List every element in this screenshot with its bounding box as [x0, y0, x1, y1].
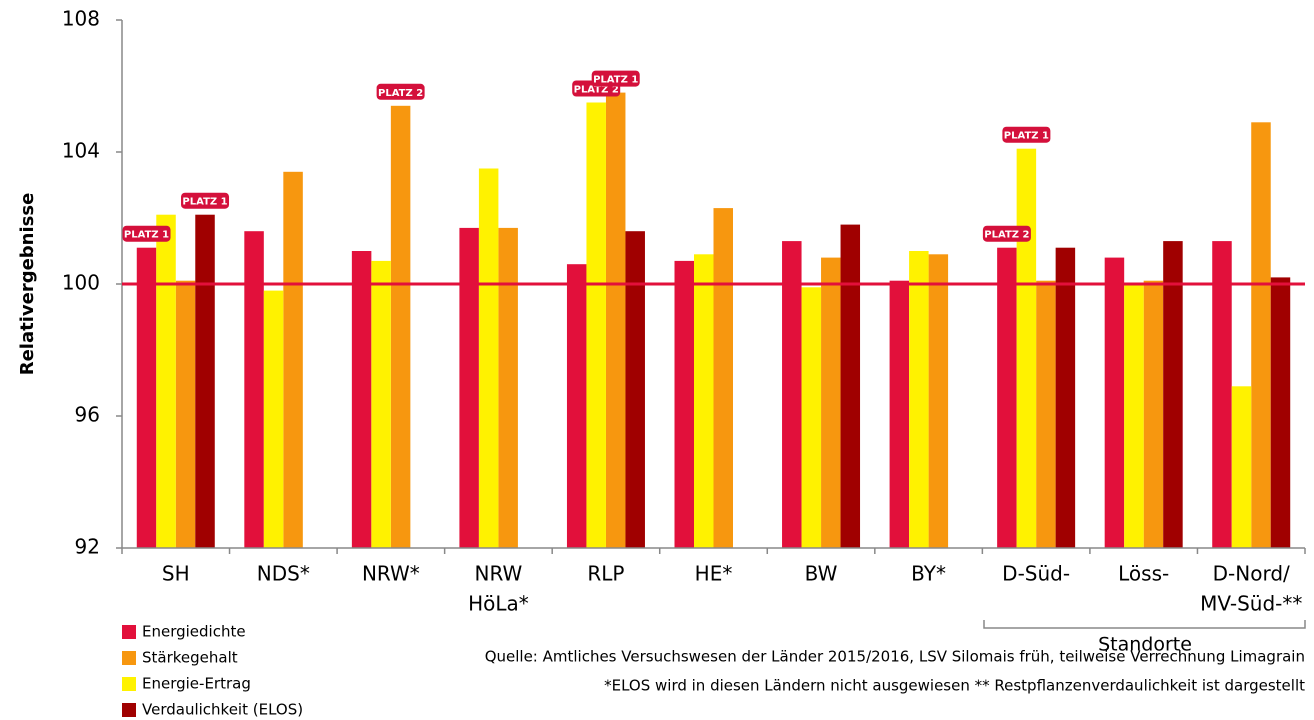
annotation: PLATZ 1	[124, 230, 169, 241]
bar	[1036, 280, 1056, 548]
bar	[566, 264, 587, 548]
y-tick-label: 104	[62, 139, 100, 163]
legend-swatch	[122, 625, 136, 639]
bar	[586, 102, 606, 548]
annotation: PLATZ 2	[378, 88, 423, 99]
annotation: PLATZ 2	[574, 85, 619, 96]
source-note: Quelle: Amtliches Versuchswesen der Länd…	[485, 648, 1305, 666]
bar	[1016, 148, 1037, 548]
bar	[1104, 257, 1125, 548]
x-tick-label: HE*	[695, 562, 733, 586]
bar	[997, 247, 1017, 548]
annotation-badge	[1002, 126, 1051, 143]
annotation: PLATZ 1	[182, 197, 227, 208]
annotation-badge	[181, 192, 230, 209]
x-tick-label: RLP	[587, 562, 624, 586]
y-axis-label: Relativergebnisse	[17, 193, 38, 376]
x-tick-label: HöLa*	[468, 592, 529, 616]
bar	[459, 227, 479, 548]
bar	[478, 168, 499, 548]
x-tick-label: NRW	[474, 562, 522, 586]
bar	[136, 247, 157, 548]
annotation-badge	[122, 225, 171, 242]
annotation: PLATZ 1	[1004, 131, 1049, 142]
x-tick-label: MV-Süd-**	[1200, 592, 1302, 616]
x-tick-label: D-Süd-	[1002, 562, 1070, 586]
bar	[1270, 277, 1291, 548]
bar	[244, 231, 264, 548]
bar	[782, 241, 802, 548]
annotation-badge	[376, 83, 425, 100]
bar	[713, 208, 733, 548]
bar	[390, 105, 411, 549]
bar	[351, 251, 372, 548]
legend-swatch	[122, 703, 136, 717]
bar	[889, 280, 910, 548]
bar	[928, 254, 949, 549]
x-tick-label: BW	[805, 562, 838, 586]
legend-label: Energie-Ertrag	[142, 675, 251, 693]
y-tick-label: 108	[62, 7, 100, 31]
bar	[605, 92, 626, 548]
x-tick-label: SH	[162, 562, 190, 586]
annotation-badge	[982, 225, 1031, 242]
legend-label: Stärkegehalt	[142, 649, 238, 667]
x-tick-label: NRW*	[362, 562, 420, 586]
group-bracket	[983, 620, 1306, 629]
bar	[1163, 241, 1183, 548]
bar	[1055, 247, 1076, 548]
bar	[801, 287, 822, 548]
bar	[371, 260, 391, 548]
bar	[1251, 122, 1271, 549]
legend-swatch	[122, 651, 136, 665]
bar	[694, 254, 714, 549]
y-tick-label: 96	[75, 403, 100, 427]
x-tick-label: NDS*	[257, 562, 310, 586]
bar	[498, 227, 518, 548]
bar	[1212, 241, 1232, 548]
bar	[1231, 386, 1252, 548]
x-tick-label: D-Nord/	[1213, 562, 1290, 586]
bar	[156, 214, 176, 548]
group-label: Standorte	[1098, 634, 1192, 656]
y-tick-label: 92	[75, 535, 100, 559]
bar	[821, 257, 841, 548]
bar	[674, 260, 694, 548]
bar	[625, 231, 645, 548]
bar	[263, 290, 284, 548]
bar	[840, 224, 861, 548]
annotation-badge	[591, 70, 640, 87]
y-tick-label: 100	[62, 271, 100, 295]
legend-swatch	[122, 677, 136, 691]
annotation: PLATZ 2	[984, 230, 1029, 241]
x-tick-label: BY*	[911, 562, 946, 586]
bar	[175, 280, 196, 548]
bar	[909, 251, 929, 548]
footnote: *ELOS wird in diesen Ländern nicht ausge…	[604, 677, 1305, 695]
bar	[195, 214, 215, 548]
legend-label: Energiedichte	[142, 623, 246, 641]
annotation: PLATZ 1	[593, 75, 638, 86]
bar	[1143, 280, 1164, 548]
bar	[283, 171, 303, 549]
x-tick-label: Löss-	[1118, 562, 1169, 586]
legend-label: Verdaulichkeit (ELOS)	[142, 701, 303, 719]
bar	[1124, 284, 1144, 548]
